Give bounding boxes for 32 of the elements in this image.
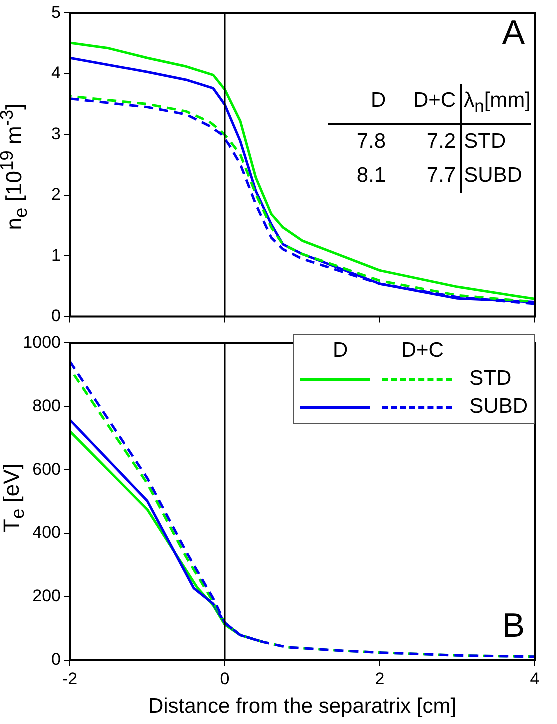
y-tick-label: 1 bbox=[52, 246, 61, 265]
annotation: 7.7 bbox=[426, 163, 458, 190]
y-tick-label: 400 bbox=[32, 523, 61, 542]
annotation: λ$_{n}$[mm] bbox=[460, 84, 531, 126]
y-tick-label: 3 bbox=[52, 124, 61, 144]
annotation: SUBD bbox=[460, 159, 531, 194]
y-tick-label: 800 bbox=[32, 396, 61, 416]
legend-label: SUBD bbox=[468, 395, 528, 419]
annotation: D+C bbox=[386, 84, 460, 126]
x-axis-title: Distance from the separatrix [cm] bbox=[148, 695, 457, 718]
x-tick-label: 4 bbox=[530, 669, 540, 688]
annotation: 7.2 bbox=[426, 129, 458, 156]
x-tick-label: 2 bbox=[375, 669, 385, 688]
y-tick-label: 600 bbox=[32, 460, 61, 479]
x-tick-label: -2 bbox=[62, 669, 78, 688]
y-tick-label: 0 bbox=[52, 306, 61, 326]
x-tick-label: 0 bbox=[220, 669, 230, 688]
legend-label: STD bbox=[468, 367, 513, 391]
y-tick-label: 5 bbox=[52, 2, 61, 22]
annotation: B bbox=[502, 607, 525, 646]
annotation: D bbox=[328, 84, 386, 126]
annotation: 7.8 bbox=[356, 129, 386, 156]
annotation: D bbox=[332, 339, 350, 363]
annotation: 8.1 bbox=[356, 163, 386, 190]
y-tick-label: 4 bbox=[52, 64, 61, 83]
annotation: A bbox=[502, 14, 525, 53]
y-tick-label: 200 bbox=[32, 586, 61, 606]
annotation: STD bbox=[460, 125, 531, 160]
y-tick-label: 2 bbox=[52, 185, 61, 204]
y-tick-label: 0 bbox=[52, 650, 61, 670]
y-tick-label: 1000 bbox=[23, 332, 61, 352]
annotation: D+C bbox=[400, 339, 445, 363]
